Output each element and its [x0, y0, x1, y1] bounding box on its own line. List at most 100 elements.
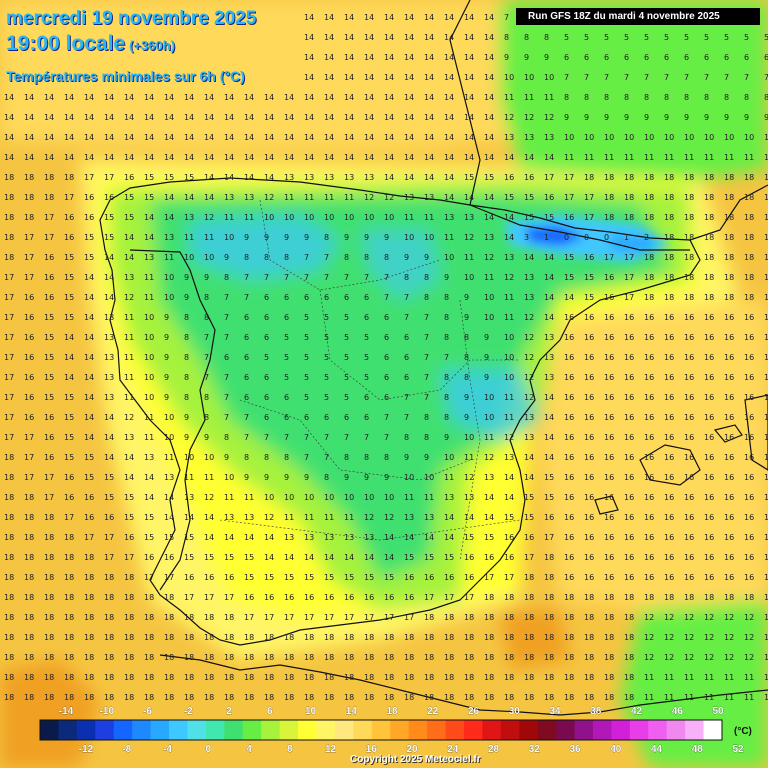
- temperature-value: 14: [84, 433, 94, 442]
- temperature-value: 14: [244, 113, 254, 122]
- temperature-value: 12: [384, 513, 394, 522]
- temperature-value: 6: [244, 313, 249, 322]
- temperature-value: 13: [364, 173, 374, 182]
- temperature-value: 14: [504, 493, 514, 502]
- temperature-value: 8: [624, 93, 629, 102]
- temperature-value: 14: [44, 133, 54, 142]
- temperature-value: 8: [184, 373, 189, 382]
- temperature-value: 16: [704, 493, 714, 502]
- temperature-value: 18: [484, 673, 494, 682]
- temperature-value: 17: [244, 613, 254, 622]
- temperature-value: 18: [104, 573, 114, 582]
- temperature-value: 5: [324, 333, 329, 342]
- temperature-value: 16: [584, 473, 594, 482]
- temperature-value: 12: [664, 633, 674, 642]
- temperature-value: 18: [724, 233, 734, 242]
- temperature-value: 18: [544, 693, 554, 702]
- temperature-value: 8: [544, 33, 549, 42]
- temperature-value: 7: [424, 373, 429, 382]
- temperature-value: 16: [544, 193, 554, 202]
- temperature-value: 17: [24, 433, 34, 442]
- temperature-value: 14: [244, 133, 254, 142]
- temperature-value: 16: [584, 493, 594, 502]
- temperature-value: 14: [184, 153, 194, 162]
- temperature-value: 12: [704, 653, 714, 662]
- temperature-value: 14: [324, 133, 334, 142]
- temperature-value: 7: [624, 73, 629, 82]
- temperature-value: 11: [224, 493, 234, 502]
- temperature-value: 11: [144, 433, 154, 442]
- temperature-value: 14: [424, 153, 434, 162]
- temperature-value: 16: [744, 553, 754, 562]
- temperature-value: 16: [484, 553, 494, 562]
- temperature-value: 14: [504, 233, 514, 242]
- temperature-value: 16: [704, 313, 714, 322]
- temperature-value: 18: [764, 233, 768, 242]
- temperature-value: 18: [244, 673, 254, 682]
- temperature-value: 16: [64, 493, 74, 502]
- temperature-value: 6: [684, 53, 689, 62]
- temperature-value: 14: [424, 33, 434, 42]
- temperature-value: 18: [4, 453, 14, 462]
- temperature-value: 14: [524, 473, 534, 482]
- temperature-value: 18: [444, 653, 454, 662]
- temperature-value: 8: [384, 453, 389, 462]
- temperature-value: 7: [504, 13, 509, 22]
- temperature-value: 11: [764, 153, 768, 162]
- temperature-value: 18: [204, 653, 214, 662]
- temperature-value: 10: [764, 133, 768, 142]
- temperature-value: 11: [124, 353, 134, 362]
- temperature-value: 18: [464, 693, 474, 702]
- temperature-value: 18: [164, 613, 174, 622]
- temperature-value: 11: [344, 193, 354, 202]
- temperature-value: 18: [124, 613, 134, 622]
- temperature-value: 17: [4, 313, 14, 322]
- temperature-value: 18: [144, 613, 154, 622]
- temperature-value: 18: [444, 613, 454, 622]
- temperature-value: 14: [444, 193, 454, 202]
- temperature-value: 14: [544, 433, 554, 442]
- legend-color-swatch: [648, 720, 668, 740]
- temperature-value: 18: [164, 673, 174, 682]
- temperature-value: 7: [364, 273, 369, 282]
- temperature-value: 14: [544, 453, 554, 462]
- temperature-value: 11: [304, 513, 314, 522]
- temperature-value: 17: [4, 333, 14, 342]
- temperature-value: 14: [104, 153, 114, 162]
- temperature-value: 18: [44, 633, 54, 642]
- legend-bottom-tick: 4: [246, 744, 252, 755]
- temperature-value: 15: [124, 493, 134, 502]
- temperature-value: 18: [544, 673, 554, 682]
- temperature-value: 17: [384, 613, 394, 622]
- temperature-value: 9: [364, 473, 369, 482]
- temperature-value: 15: [64, 433, 74, 442]
- temperature-value: 15: [524, 513, 534, 522]
- temperature-value: 16: [584, 573, 594, 582]
- temperature-value: 10: [444, 253, 454, 262]
- temperature-value: 11: [524, 93, 534, 102]
- temperature-value: 14: [444, 73, 454, 82]
- temperature-value: 10: [624, 133, 634, 142]
- temperature-value: 7: [424, 353, 429, 362]
- temperature-value: 18: [584, 633, 594, 642]
- temperature-value: 14: [64, 333, 74, 342]
- legend-color-swatch: [132, 720, 152, 740]
- temperature-value: 5: [304, 353, 309, 362]
- temperature-value: 16: [644, 573, 654, 582]
- temperature-value: 16: [504, 533, 514, 542]
- temperature-value: 14: [144, 473, 154, 482]
- temperature-value: 10: [724, 133, 734, 142]
- temperature-value: 16: [564, 473, 574, 482]
- temperature-value: 16: [644, 413, 654, 422]
- temperature-value: 6: [264, 313, 269, 322]
- temperature-value: 17: [84, 533, 94, 542]
- temperature-value: 14: [184, 133, 194, 142]
- legend-color-swatch: [390, 720, 410, 740]
- temperature-value: 18: [404, 693, 414, 702]
- temperature-value: 16: [724, 313, 734, 322]
- temperature-value: 18: [644, 253, 654, 262]
- temperature-value: 9: [344, 473, 349, 482]
- temperature-value: 18: [564, 633, 574, 642]
- temperature-value: 18: [644, 293, 654, 302]
- temperature-value: 12: [504, 113, 514, 122]
